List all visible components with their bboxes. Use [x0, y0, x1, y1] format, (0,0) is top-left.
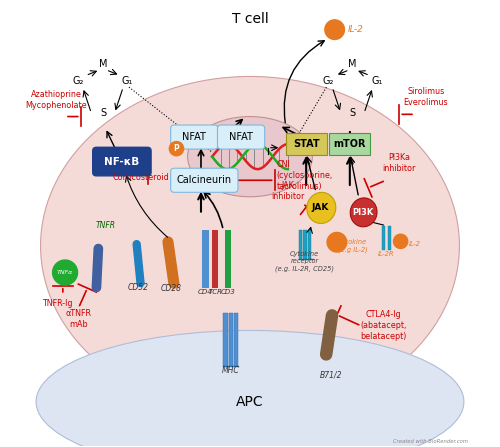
- Text: Corticosteroid: Corticosteroid: [112, 173, 169, 182]
- Text: TNFα: TNFα: [57, 270, 73, 275]
- Text: Azathioprine
Mycophenolate: Azathioprine Mycophenolate: [26, 89, 87, 110]
- Text: TCR: TCR: [208, 289, 222, 295]
- Text: CD4: CD4: [198, 289, 213, 295]
- Bar: [224, 312, 228, 366]
- Text: CNI
(cyclosporine,
tacrolimus): CNI (cyclosporine, tacrolimus): [276, 160, 333, 191]
- Text: G₂: G₂: [322, 76, 334, 86]
- Text: JAK: JAK: [312, 203, 329, 212]
- FancyBboxPatch shape: [170, 125, 218, 149]
- Text: mTOR: mTOR: [334, 139, 366, 149]
- Ellipse shape: [350, 198, 377, 227]
- Text: CD28: CD28: [160, 284, 181, 293]
- Ellipse shape: [188, 117, 312, 197]
- Circle shape: [327, 232, 346, 252]
- Text: Cytokine
receptor
(e.g. IL-2R, CD25): Cytokine receptor (e.g. IL-2R, CD25): [276, 251, 334, 272]
- Text: Sirolimus
Everolimus: Sirolimus Everolimus: [404, 87, 448, 107]
- Bar: [234, 312, 238, 366]
- FancyBboxPatch shape: [330, 133, 370, 155]
- Text: P: P: [174, 144, 180, 153]
- Ellipse shape: [307, 192, 336, 224]
- Circle shape: [52, 260, 78, 285]
- Text: PI3K: PI3K: [352, 208, 374, 217]
- Text: TNFR: TNFR: [95, 221, 115, 230]
- Ellipse shape: [40, 76, 460, 415]
- Text: NF-κB: NF-κB: [104, 156, 140, 167]
- Text: NFAT: NFAT: [182, 132, 206, 142]
- Text: S: S: [100, 108, 106, 118]
- Text: STAT: STAT: [293, 139, 320, 149]
- Bar: [308, 230, 312, 259]
- Text: M: M: [98, 59, 107, 69]
- Text: B71/2: B71/2: [320, 370, 342, 379]
- Text: APC: APC: [236, 395, 264, 409]
- Circle shape: [325, 20, 344, 39]
- Text: Calcineurin: Calcineurin: [177, 175, 232, 185]
- Text: G₁: G₁: [372, 76, 383, 86]
- FancyBboxPatch shape: [92, 148, 151, 176]
- Text: MHC: MHC: [222, 366, 240, 375]
- Text: JAK
inhibitor: JAK inhibitor: [271, 181, 304, 201]
- Text: G₁: G₁: [122, 76, 134, 86]
- Text: αTNFR
mAb: αTNFR mAb: [66, 309, 92, 329]
- Circle shape: [394, 234, 407, 249]
- Text: Created with BioRender.com: Created with BioRender.com: [394, 439, 468, 444]
- Bar: [298, 230, 302, 259]
- Bar: [212, 230, 218, 288]
- Text: Cytokine
(e.g IL-2): Cytokine (e.g IL-2): [338, 239, 368, 253]
- FancyArrowPatch shape: [168, 242, 174, 283]
- FancyArrowPatch shape: [96, 249, 98, 287]
- Bar: [224, 230, 231, 288]
- Text: NFAT: NFAT: [229, 132, 253, 142]
- Text: S: S: [350, 108, 356, 118]
- FancyBboxPatch shape: [286, 133, 327, 155]
- Text: CTLA4-Ig
(abatacept,
belatacept): CTLA4-Ig (abatacept, belatacept): [360, 310, 407, 342]
- Text: IL-2R: IL-2R: [378, 251, 394, 257]
- Text: M: M: [348, 59, 356, 69]
- Text: PI3Ka
inhibitor: PI3Ka inhibitor: [382, 153, 416, 173]
- Bar: [382, 226, 386, 250]
- Text: G₂: G₂: [72, 76, 84, 86]
- Bar: [202, 230, 208, 288]
- Circle shape: [170, 142, 183, 156]
- Ellipse shape: [36, 330, 464, 447]
- Text: CD52: CD52: [128, 283, 149, 292]
- Text: TNFR-Ig: TNFR-Ig: [42, 299, 72, 308]
- Bar: [388, 226, 391, 250]
- FancyArrowPatch shape: [326, 316, 332, 354]
- Text: T cell: T cell: [232, 12, 268, 25]
- FancyBboxPatch shape: [218, 125, 264, 149]
- Bar: [304, 230, 306, 259]
- FancyArrowPatch shape: [136, 244, 140, 283]
- FancyBboxPatch shape: [170, 168, 238, 192]
- Text: IL-2: IL-2: [348, 25, 364, 34]
- Bar: [228, 312, 233, 366]
- Text: CD3: CD3: [220, 289, 235, 295]
- Text: IL-2: IL-2: [408, 240, 420, 247]
